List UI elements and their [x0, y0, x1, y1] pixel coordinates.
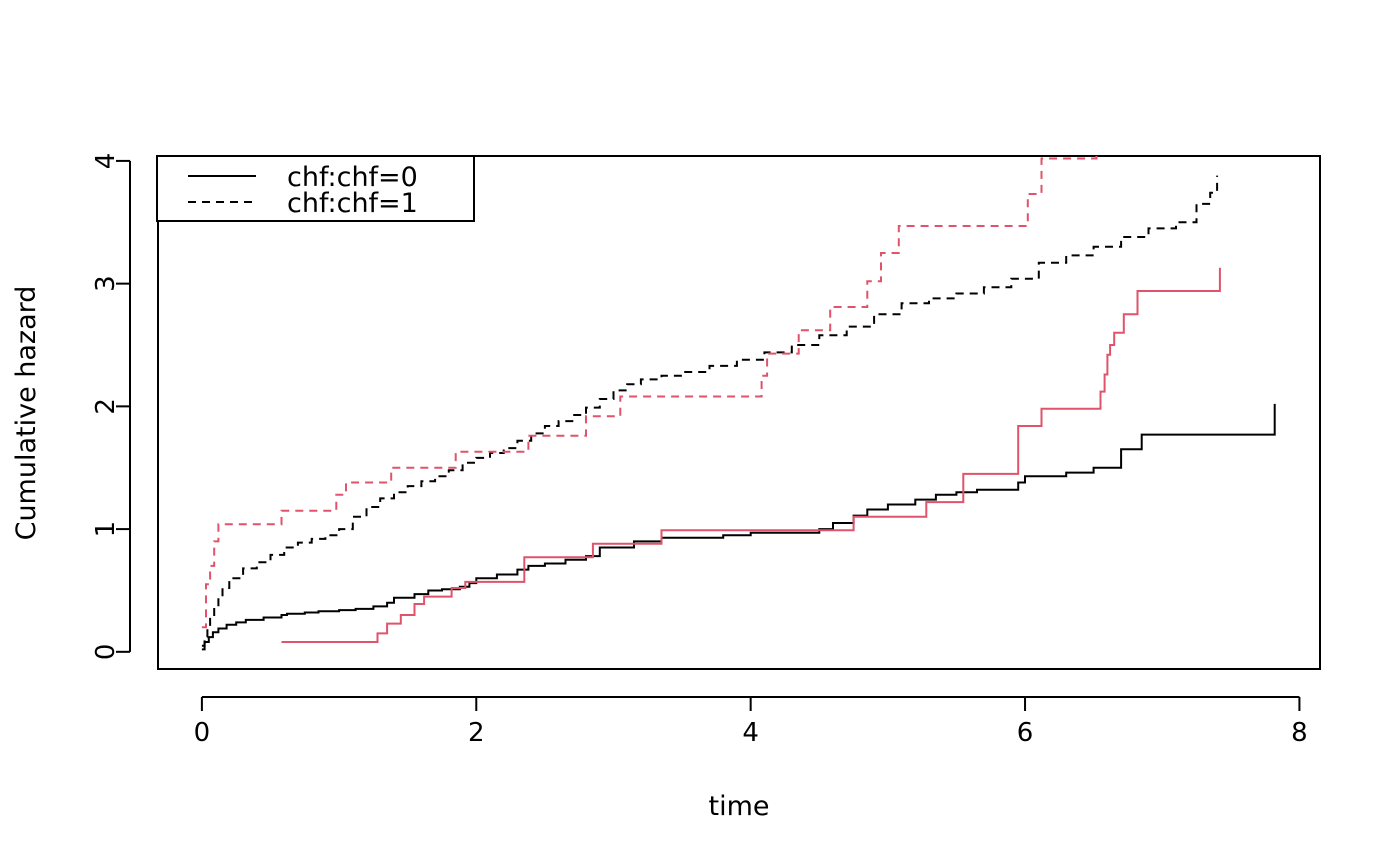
series-line-4: [201, 156, 1098, 629]
legend-label-chf1: chf:chf=1: [287, 188, 418, 219]
y-tick-label: 4: [91, 153, 121, 170]
legend: chf:chf=0 chf:chf=1: [156, 155, 475, 222]
x-axis-title: time: [708, 791, 769, 822]
legend-box: [156, 155, 475, 222]
plot-frame: [157, 155, 1321, 670]
series-layer: [201, 156, 1276, 651]
y-axis: 0 1 2 3 4: [91, 153, 131, 661]
x-tick-label: 8: [1291, 718, 1308, 748]
legend-label-chf0: chf:chf=0: [287, 162, 418, 193]
series-line-2: [201, 175, 1219, 647]
x-axis: 0 2 4 6 8: [194, 696, 1308, 748]
series-line-3: [281, 267, 1221, 643]
x-tick-label: 0: [194, 718, 211, 748]
x-tick-label: 4: [742, 718, 759, 748]
y-tick-label: 1: [91, 521, 121, 538]
y-axis-title: Cumulative hazard: [11, 286, 42, 541]
series-line-1: [201, 403, 1276, 651]
x-tick-label: 2: [468, 718, 485, 748]
y-tick-label: 2: [91, 398, 121, 415]
y-tick-label: 3: [91, 275, 121, 292]
x-tick-label: 6: [1017, 718, 1034, 748]
y-tick-label: 0: [91, 644, 121, 661]
